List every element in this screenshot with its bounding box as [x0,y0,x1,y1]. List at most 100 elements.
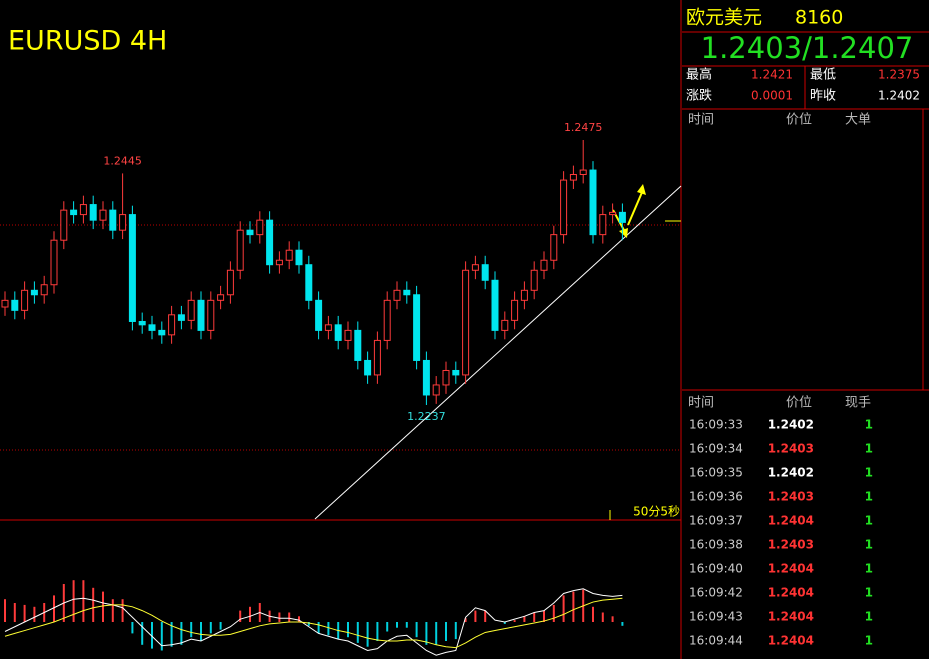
candle-body [413,294,421,361]
candle-body [30,289,38,296]
trade-volume: 1 [865,466,873,480]
trade-price: 1.2402 [768,466,814,480]
arrow-head [637,184,646,195]
trade-volume: 1 [865,442,873,456]
trade-volume: 1 [865,586,873,600]
candle-body [305,264,313,301]
trade-price: 1.2403 [768,490,814,504]
trade-time: 16:09:37 [689,514,743,528]
candle-body [462,269,470,376]
column-header: 价位 [786,396,812,411]
candle-body [285,249,293,261]
trade-volume: 1 [865,610,873,624]
candle-body [589,169,597,236]
candle-body [579,169,587,176]
trade-volume: 1 [865,538,873,552]
trade-time: 16:09:33 [689,418,743,432]
trade-time: 16:09:44 [689,634,743,648]
candle-body [560,179,568,236]
candle-body [21,289,29,311]
trade-price: 1.2404 [768,610,814,624]
trade-time: 16:09:38 [689,538,743,552]
trade-volume: 1 [865,490,873,504]
quote-code: 8160 [795,7,843,29]
trade-volume: 1 [865,562,873,576]
trade-time: 16:09:40 [689,562,743,576]
candle-body [207,299,215,331]
candle-body [40,284,48,296]
quote-price: 1.2403/1.2407 [701,31,914,65]
candle-body [344,329,352,341]
candle-body [128,214,136,322]
candle-body [275,259,283,266]
candle-body [501,319,509,331]
candle-body [99,209,107,221]
quote-name: 欧元美元 [686,7,762,29]
candle-body [187,299,195,321]
chart-title: EURUSD 4H [8,26,167,57]
candle-body [452,369,460,376]
trade-volume: 1 [865,634,873,648]
stat-value: 0.0001 [751,89,793,103]
candle-body [315,299,323,331]
candle-body [373,339,381,376]
candle-body [334,324,342,341]
candle-body [609,211,617,216]
trade-time: 16:09:34 [689,442,743,456]
column-header: 现手 [845,396,871,411]
trend-line [314,185,682,520]
trade-price: 1.2402 [768,418,814,432]
column-header: 价位 [786,113,812,128]
candle-body [266,219,274,266]
stat-label: 昨收 [810,89,836,104]
candle-body [403,289,411,296]
trade-price: 1.2404 [768,514,814,528]
macd-line [4,588,623,656]
candle-body [599,214,607,236]
candle-body [1,299,9,308]
column-header: 时间 [688,113,714,128]
candle-body [109,209,117,231]
candle-body [442,369,450,386]
candle-body [158,329,166,336]
candle-body [520,289,528,301]
trade-time: 16:09:43 [689,610,743,624]
trade-time: 16:09:42 [689,586,743,600]
stat-value: 1.2402 [878,89,920,103]
candle-body [197,299,205,331]
stat-label: 最高 [686,67,712,83]
candle-body [89,204,97,221]
trade-price: 1.2403 [768,538,814,552]
candle-body [148,324,156,331]
candle-body [383,299,391,341]
trade-time: 16:09:36 [689,490,743,504]
candle-body [481,264,489,281]
candle-body [354,329,362,361]
trade-price: 1.2404 [768,586,814,600]
candle-body [511,299,519,321]
candle-body [177,314,185,321]
candle-body [168,314,176,336]
trade-price: 1.2403 [768,442,814,456]
candle-body [138,320,146,326]
trade-price: 1.2404 [768,562,814,576]
candle-body [119,214,127,231]
candle-body [217,294,225,301]
column-header: 大单 [845,113,871,128]
candle-body [540,259,548,271]
candle-body [246,229,254,236]
arrow [627,189,644,226]
macd-line [4,597,623,649]
candle-body [295,249,303,266]
candle-body [256,219,264,236]
column-header: 时间 [688,396,714,411]
candle-body [50,239,58,286]
candle-body [324,324,332,331]
stat-value: 1.2375 [878,68,920,82]
trade-time: 16:09:35 [689,466,743,480]
candle-body [364,359,372,376]
stat-label: 涨跌 [686,88,712,104]
candle-body [471,264,479,271]
candle-body [11,299,19,311]
